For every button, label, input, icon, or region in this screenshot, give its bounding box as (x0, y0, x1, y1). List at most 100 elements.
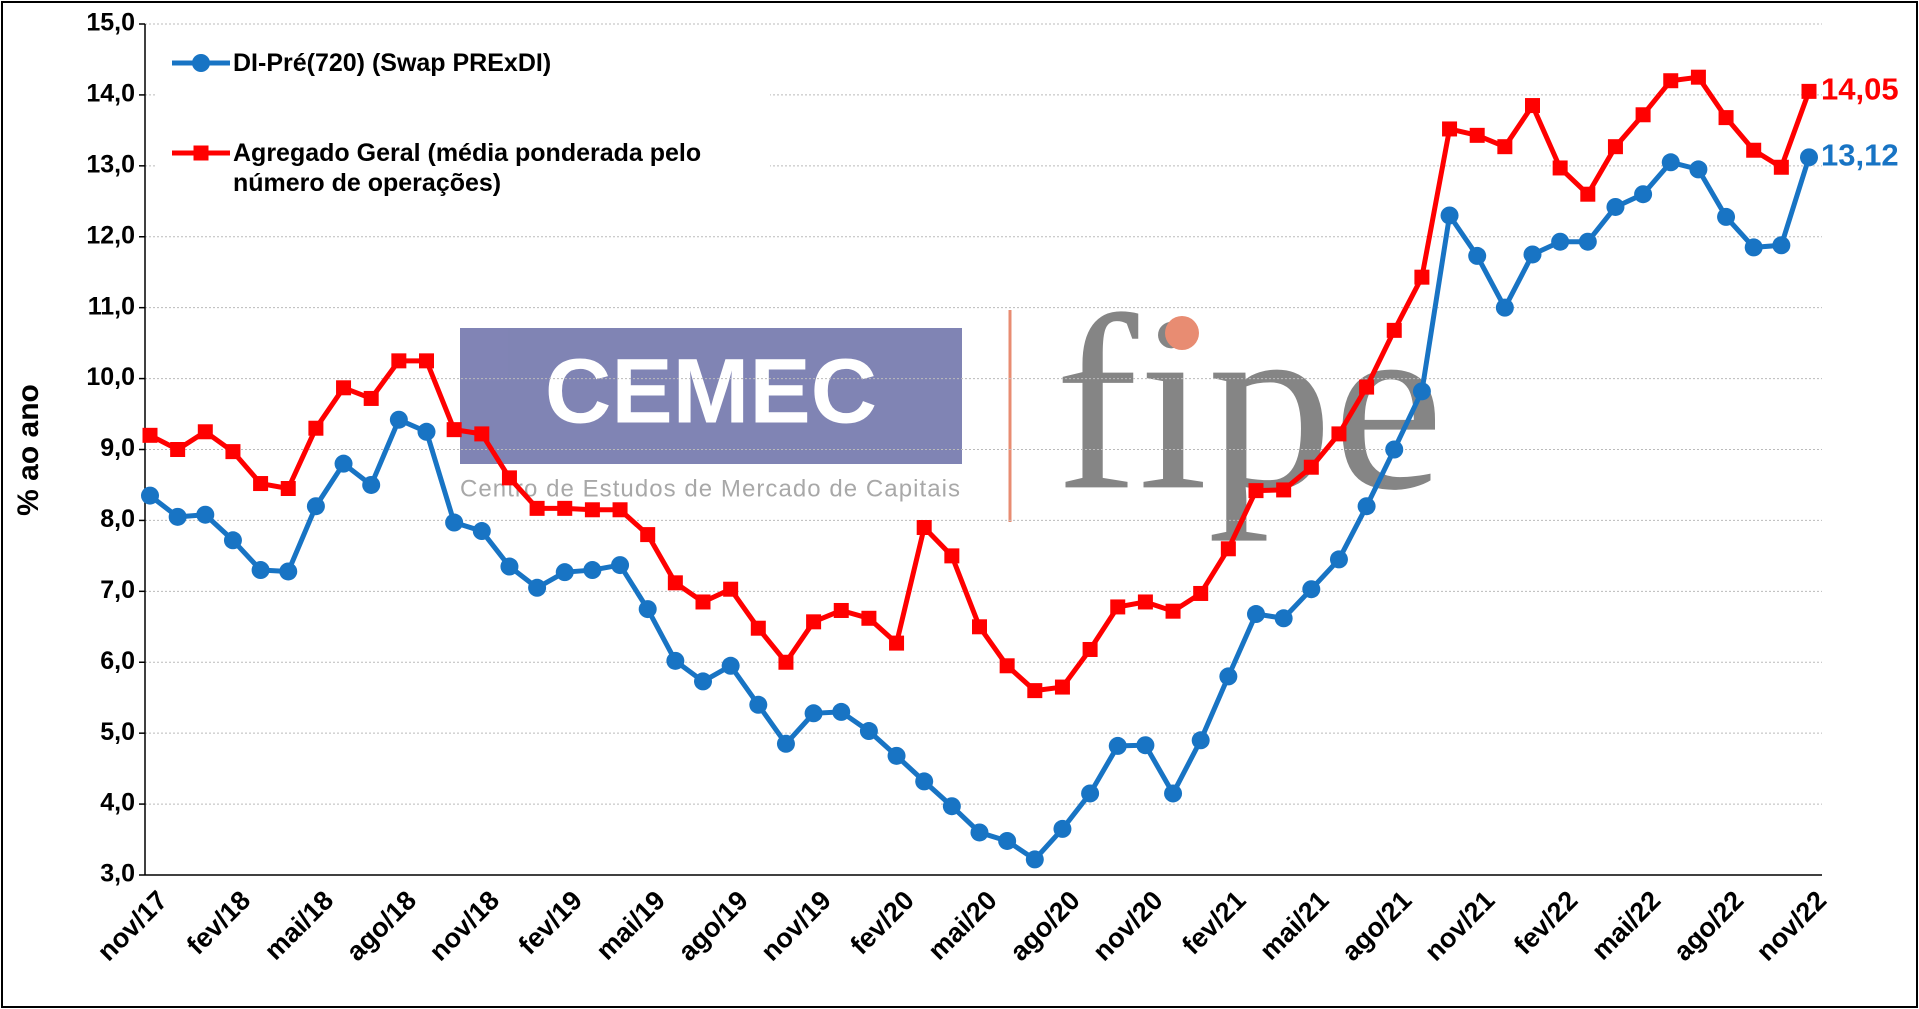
marker (389, 410, 408, 429)
marker (1746, 142, 1762, 158)
y-tick-label: 6,0 (100, 647, 135, 675)
marker (1027, 683, 1043, 699)
marker (555, 563, 574, 582)
marker (889, 635, 905, 651)
value-label: 13,12 (1821, 138, 1899, 173)
marker (445, 513, 464, 532)
marker (833, 602, 849, 618)
marker (1663, 73, 1679, 89)
marker (1274, 609, 1293, 628)
marker (334, 454, 353, 473)
marker (723, 581, 739, 597)
marker (1248, 483, 1264, 499)
marker (667, 575, 683, 591)
legend-box (157, 37, 770, 215)
marker (1108, 736, 1127, 755)
marker (196, 505, 215, 524)
value-label: 14,05 (1821, 72, 1899, 107)
marker (1525, 98, 1540, 114)
marker (612, 502, 628, 518)
marker (141, 486, 159, 505)
marker (1247, 605, 1265, 624)
marker (694, 672, 712, 691)
marker (1191, 731, 1210, 750)
marker (1386, 322, 1402, 338)
legend-label: Agregado Geral (média ponderada pelo núm… (233, 139, 702, 197)
marker (1414, 269, 1430, 285)
marker (474, 426, 490, 442)
marker (251, 561, 270, 580)
y-tick-label: 13,0 (86, 150, 135, 178)
marker (1276, 482, 1292, 498)
marker (1357, 497, 1376, 516)
legend-item: Agregado Geral (média ponderada pelo núm… (233, 139, 702, 197)
marker (750, 620, 766, 636)
marker (1110, 599, 1126, 615)
marker (1718, 110, 1734, 126)
marker (1193, 585, 1209, 601)
marker (721, 656, 740, 675)
marker (1053, 819, 1072, 838)
marker (1497, 139, 1513, 155)
marker (1606, 197, 1625, 216)
marker (1495, 298, 1514, 317)
marker (1440, 206, 1459, 225)
marker (887, 746, 906, 765)
marker (1025, 850, 1044, 869)
marker (1689, 160, 1708, 179)
legend-marker (192, 54, 210, 72)
logo-subtitle: Centro de Estudos de Mercado de Capitais (460, 475, 960, 502)
y-tick-label: 7,0 (100, 576, 135, 604)
y-tick-label: 3,0 (100, 860, 135, 888)
marker (419, 353, 434, 369)
y-tick-label: 4,0 (100, 789, 135, 817)
y-tick-label: 8,0 (100, 505, 135, 533)
marker (749, 695, 768, 714)
marker (1523, 245, 1542, 264)
marker (472, 522, 491, 541)
marker (529, 500, 545, 516)
legend-item: DI-Pré(720) (Swap PRExDI) (233, 49, 552, 77)
marker (1552, 160, 1568, 176)
marker (1578, 232, 1597, 251)
logo-box (460, 328, 962, 464)
y-tick-label: 10,0 (86, 363, 135, 391)
marker (1165, 603, 1181, 619)
marker (170, 442, 186, 457)
marker (695, 594, 711, 610)
marker (306, 497, 325, 516)
marker (142, 427, 158, 443)
marker (501, 470, 517, 486)
marker (168, 507, 187, 526)
marker (279, 562, 298, 581)
marker (1468, 246, 1487, 265)
marker (417, 422, 436, 441)
marker (970, 823, 989, 842)
marker (861, 610, 877, 626)
marker (1469, 127, 1485, 143)
marker (916, 520, 932, 536)
marker (528, 578, 547, 597)
marker (611, 556, 630, 575)
marker (1220, 541, 1236, 557)
logo-text: CEMEC (545, 340, 877, 442)
y-tick-label: 14,0 (86, 80, 135, 108)
marker (666, 651, 685, 670)
marker (584, 502, 600, 518)
y-tick-label: 11,0 (88, 292, 135, 320)
marker (859, 722, 878, 741)
marker (944, 548, 960, 564)
marker (391, 353, 407, 369)
marker (336, 380, 352, 396)
marker (998, 831, 1017, 850)
marker (225, 444, 241, 460)
marker (1329, 550, 1348, 569)
marker (223, 531, 242, 550)
legend-label: DI-Pré(720) (Swap PRExDI) (233, 49, 552, 77)
marker (1551, 232, 1570, 251)
marker (972, 619, 987, 635)
y-tick-label: 9,0 (100, 434, 135, 462)
marker (1136, 736, 1155, 755)
marker (197, 424, 213, 440)
marker (1219, 667, 1238, 686)
